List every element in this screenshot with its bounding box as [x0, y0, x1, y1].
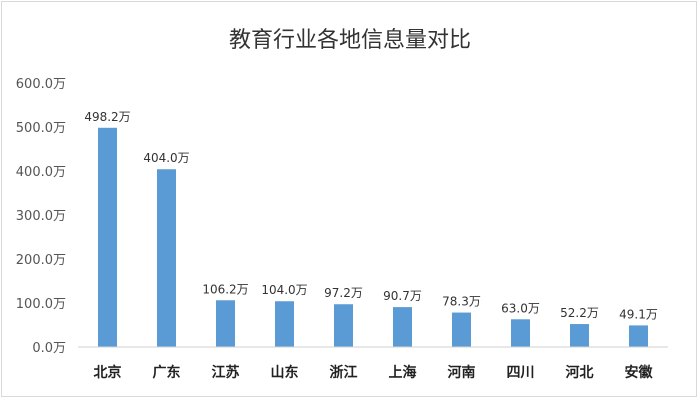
x-category-label: 安徽 [625, 364, 654, 381]
bar [275, 301, 294, 347]
bar-data-label: 106.2万 [202, 282, 248, 296]
bar-data-label: 49.1万 [619, 307, 658, 321]
x-category-label: 北京 [94, 364, 122, 381]
bar-data-label: 498.2万 [84, 110, 130, 124]
bar-data-label: 104.0万 [261, 283, 307, 297]
bar [393, 307, 412, 347]
x-category-label: 山东 [271, 364, 299, 381]
bar [570, 324, 589, 347]
x-axis: 北京 广东 江苏 山东 浙江 上海 河南 四川 河北 安徽 [94, 364, 654, 381]
bar-data-label: 90.7万 [383, 289, 422, 303]
bar-data-label: 52.2万 [560, 306, 599, 320]
y-axis: 0.0万 100.0万 200.0万 300.0万 400.0万 500.0万 600.0万 [16, 77, 66, 356]
data-labels: 498.2万 404.0万 106.2万 104.0万 97.2万 90.7万 78.3万 6… [84, 110, 658, 322]
y-tick-label: 500.0万 [16, 121, 66, 136]
x-category-label: 浙江 [330, 364, 358, 381]
x-category-label: 广东 [153, 364, 181, 381]
bar-data-label: 97.2万 [324, 286, 363, 300]
bar [452, 312, 471, 347]
bar [511, 319, 530, 347]
x-category-label: 四川 [507, 365, 535, 381]
x-category-label: 河北 [566, 364, 594, 381]
y-tick-label: 0.0万 [32, 341, 66, 356]
x-category-label: 上海 [389, 364, 417, 381]
y-tick-label: 200.0万 [16, 253, 66, 268]
bar [629, 325, 648, 347]
bar [98, 127, 117, 348]
bar [157, 169, 176, 347]
bar [216, 300, 235, 347]
bar-data-label: 404.0万 [143, 151, 189, 165]
bar-data-label: 78.3万 [442, 295, 481, 309]
y-tick-label: 600.0万 [16, 77, 66, 92]
bar-series [98, 127, 648, 348]
x-category-label: 江苏 [212, 364, 240, 381]
y-tick-label: 100.0万 [16, 297, 66, 312]
bar [334, 304, 353, 347]
x-category-label: 河南 [448, 364, 476, 381]
bar-data-label: 63.0万 [501, 301, 540, 315]
y-tick-label: 400.0万 [16, 165, 66, 180]
y-tick-label: 300.0万 [16, 209, 66, 224]
chart-title: 教育行业各地信息量对比 [228, 28, 471, 53]
